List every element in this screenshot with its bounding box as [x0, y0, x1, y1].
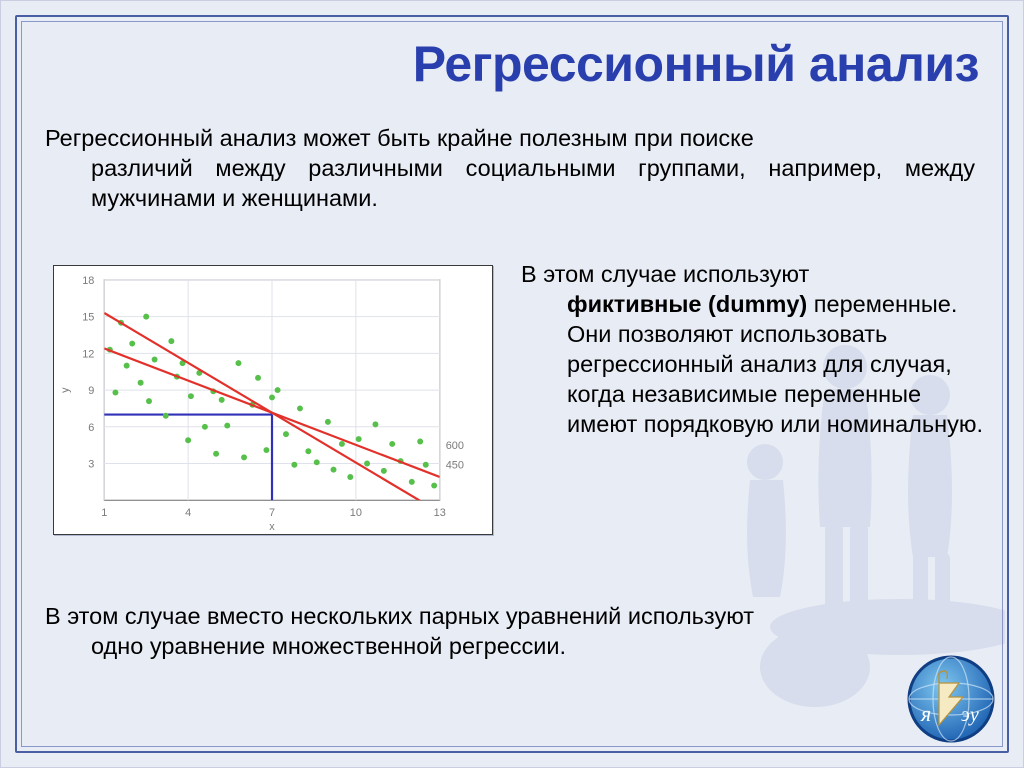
svg-text:13: 13 [434, 507, 446, 519]
bottom-line1: В этом случае вместо нескольких парных у… [45, 603, 754, 629]
logo-icon: я эу [901, 649, 1001, 749]
slide: Регрессионный анализ Регрессионный анали… [0, 0, 1024, 768]
svg-text:6: 6 [88, 422, 94, 434]
svg-text:15: 15 [82, 312, 94, 324]
scatter-chart: 3 6 9 12 15 18 1 4 7 10 13 x y 600 450 [53, 265, 493, 535]
right-rest: фиктивные (dummy) переменные. Они позвол… [521, 289, 983, 439]
logo-text-right: эу [961, 704, 979, 726]
intro-line1: Регрессионный анализ может быть крайне п… [45, 125, 754, 151]
svg-text:9: 9 [88, 385, 94, 397]
svg-text:12: 12 [82, 348, 94, 360]
svg-text:1: 1 [101, 507, 107, 519]
bottom-paragraph: В этом случае вместо нескольких парных у… [45, 601, 975, 661]
intro-paragraph: Регрессионный анализ может быть крайне п… [45, 123, 975, 213]
svg-text:4: 4 [185, 507, 191, 519]
right-bold: фиктивные (dummy) [567, 291, 807, 317]
svg-text:18: 18 [82, 275, 94, 287]
bottom-rest: одно уравнение множественной регрессии. [45, 631, 975, 661]
logo-text-left: я [920, 701, 931, 726]
svg-text:3: 3 [88, 458, 94, 470]
svg-text:600: 600 [446, 440, 464, 452]
right-line1: В этом случае используют [521, 261, 809, 287]
right-paragraph: В этом случае используют фиктивные (dumm… [521, 259, 983, 439]
svg-text:y: y [60, 387, 72, 393]
intro-rest: различий между различными социальными гр… [45, 153, 975, 213]
svg-text:10: 10 [350, 507, 362, 519]
svg-text:7: 7 [269, 507, 275, 519]
svg-text:450: 450 [446, 459, 464, 471]
svg-text:x: x [269, 521, 275, 533]
slide-title: Регрессионный анализ [1, 35, 979, 93]
